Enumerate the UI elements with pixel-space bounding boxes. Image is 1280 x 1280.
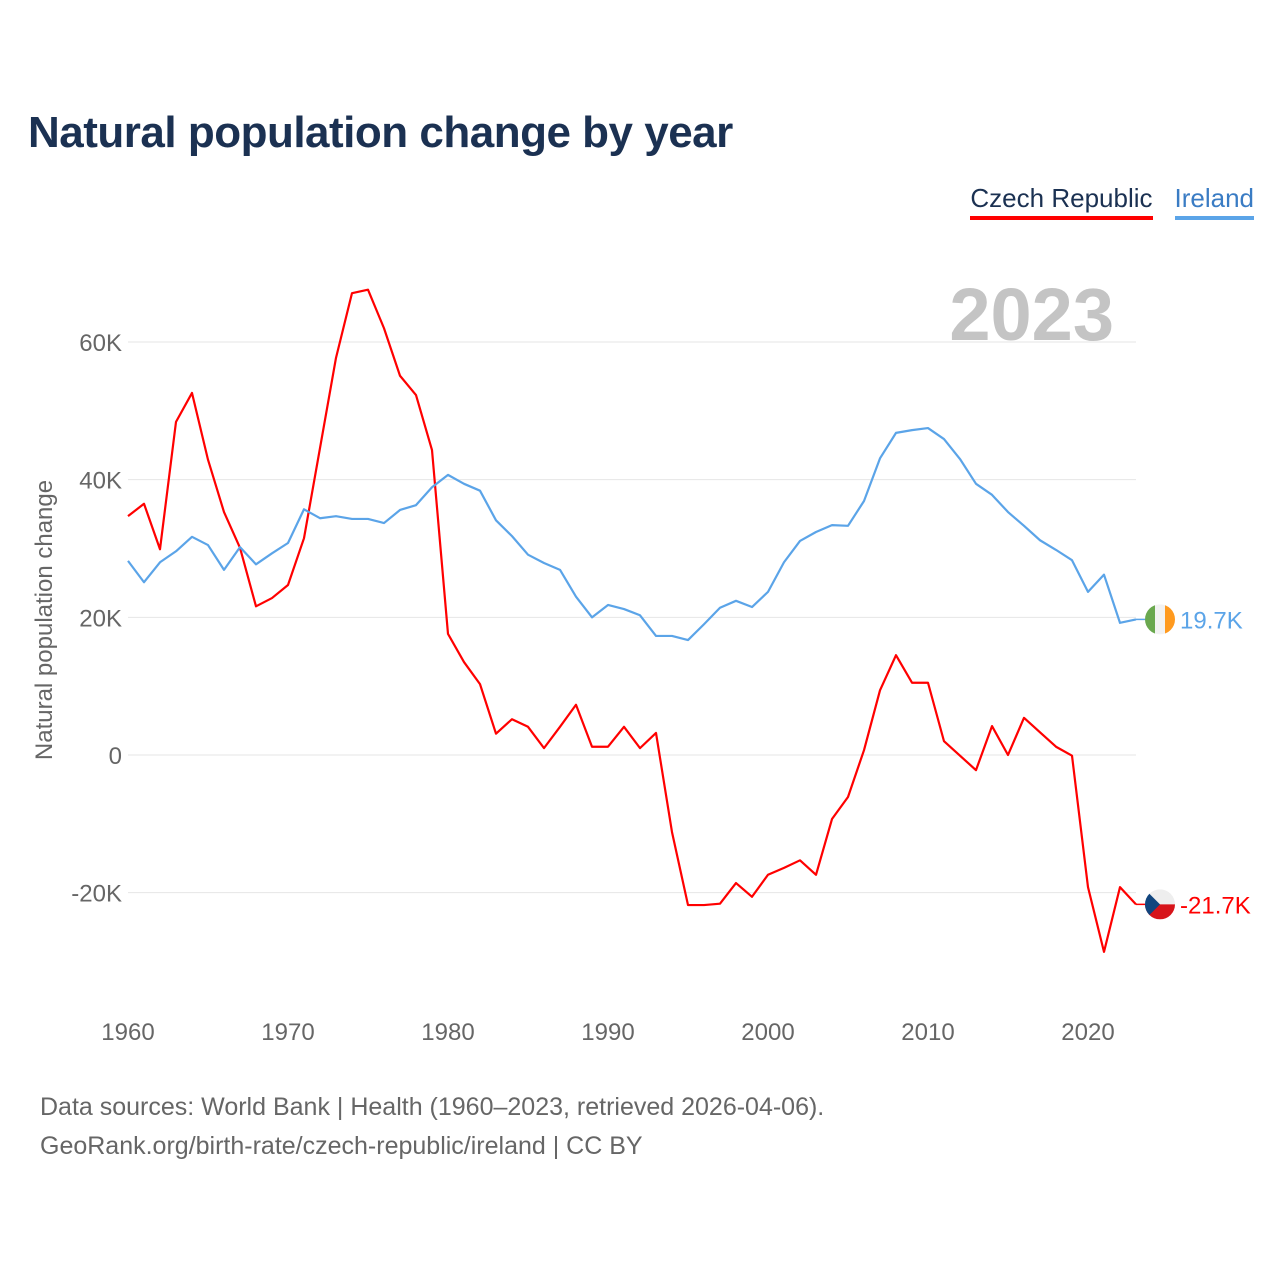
y-tick-label: 40K <box>79 468 122 495</box>
series-line-ireland <box>127 426 1137 642</box>
legend: Czech Republic Ireland <box>970 183 1254 220</box>
source-line: Data sources: World Bank | Health (1960–… <box>40 1093 825 1121</box>
x-tick-label: 1960 <box>101 1019 154 1046</box>
legend-item-ireland[interactable]: Ireland <box>1174 183 1254 220</box>
x-tick-label: 1980 <box>421 1019 474 1046</box>
x-tick-label: 1970 <box>261 1019 314 1046</box>
y-tick-label: -20K <box>71 881 122 908</box>
y-tick-label: 60K <box>79 330 122 357</box>
chart-title: Natural population change by year <box>28 108 733 157</box>
x-tick-label: 1990 <box>581 1019 634 1046</box>
x-tick-label: 2000 <box>741 1019 794 1046</box>
legend-item-czech-republic[interactable]: Czech Republic <box>970 183 1153 220</box>
x-tick-label: 2010 <box>901 1019 954 1046</box>
year-watermark: 2023 <box>949 273 1114 356</box>
y-tick-label: 20K <box>79 605 122 632</box>
end-value-label: -21.7K <box>1180 892 1251 919</box>
y-tick-label: 0 <box>109 743 122 770</box>
ireland-flag-icon <box>1145 604 1175 635</box>
y-axis-label: Natural population change <box>31 480 58 760</box>
source-note: Data sources: World Bank | Health (1960–… <box>40 1088 824 1166</box>
source-link[interactable]: GeoRank.org/birth-rate/czech-republic/ir… <box>40 1132 643 1160</box>
end-value-label: 19.7K <box>1180 607 1243 634</box>
x-tick-label: 2020 <box>1061 1019 1114 1046</box>
czech-flag-icon <box>1145 889 1175 920</box>
series-line-czech-republic <box>127 288 1137 953</box>
